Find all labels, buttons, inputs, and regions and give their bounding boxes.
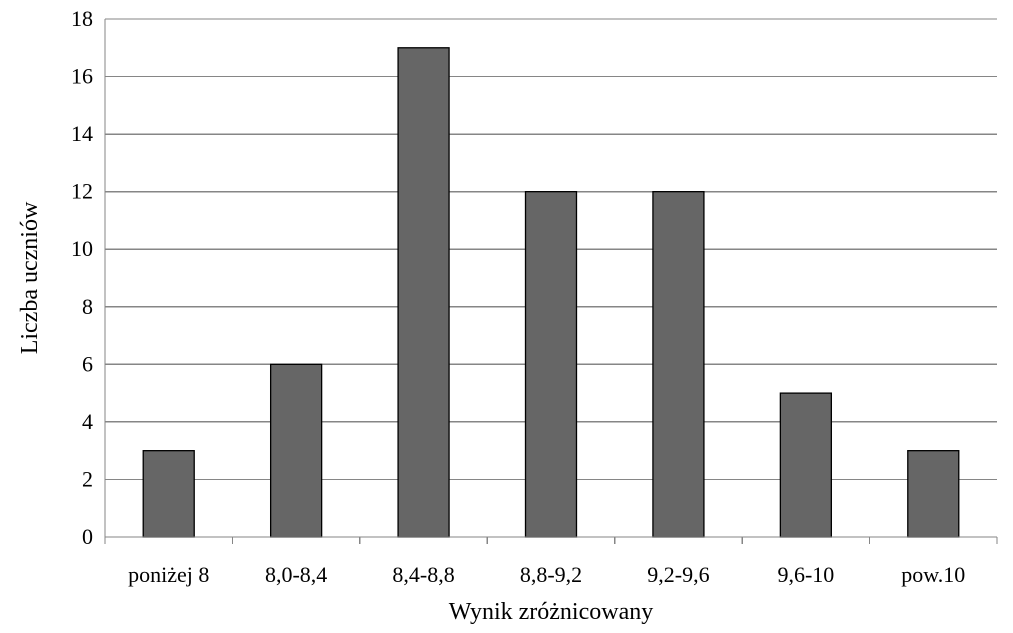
bar-2 bbox=[269, 363, 323, 538]
y-tick-label: 18 bbox=[71, 6, 93, 31]
y-tick-label: 2 bbox=[82, 466, 93, 491]
x-tick-label: poniżej 8 bbox=[128, 562, 209, 587]
x-tick-label: 9,2-9,6 bbox=[647, 562, 709, 587]
x-axis-title: Wynik zróżnicowany bbox=[449, 599, 653, 625]
bar-1 bbox=[142, 450, 195, 538]
y-tick-label: 0 bbox=[82, 524, 93, 549]
bar-3 bbox=[397, 47, 450, 538]
y-tick-label: 12 bbox=[71, 179, 93, 204]
y-tick-label: 6 bbox=[82, 351, 93, 376]
x-tick-label: 9,6-10 bbox=[777, 562, 834, 587]
x-tick-marks bbox=[104, 537, 998, 544]
y-tick-label: 16 bbox=[71, 64, 93, 89]
y-axis-title: Liczba uczniów bbox=[17, 201, 43, 354]
bar-5 bbox=[652, 191, 705, 538]
bar-7 bbox=[907, 450, 960, 538]
y-tick-label: 8 bbox=[82, 294, 93, 319]
y-tick-label: 14 bbox=[71, 121, 93, 146]
bar-6 bbox=[779, 392, 833, 538]
x-tick-labels: poniżej 8 8,0-8,4 8,4-8,8 8,8-9,2 9,2-9,6 9,6… bbox=[128, 562, 965, 587]
x-tick-label: 8,4-8,8 bbox=[392, 562, 454, 587]
bar-4 bbox=[524, 191, 578, 538]
y-tick-label: 4 bbox=[82, 409, 93, 434]
x-tick-label: 8,0-8,4 bbox=[265, 562, 327, 587]
axes bbox=[104, 19, 997, 538]
x-tick-label: pow.10 bbox=[901, 562, 965, 587]
bars bbox=[142, 47, 960, 538]
y-tick-label: 10 bbox=[71, 236, 93, 261]
y-tick-labels: 0 2 4 6 8 10 12 14 16 18 bbox=[71, 6, 93, 549]
x-tick-label: 8,8-9,2 bbox=[520, 562, 582, 587]
